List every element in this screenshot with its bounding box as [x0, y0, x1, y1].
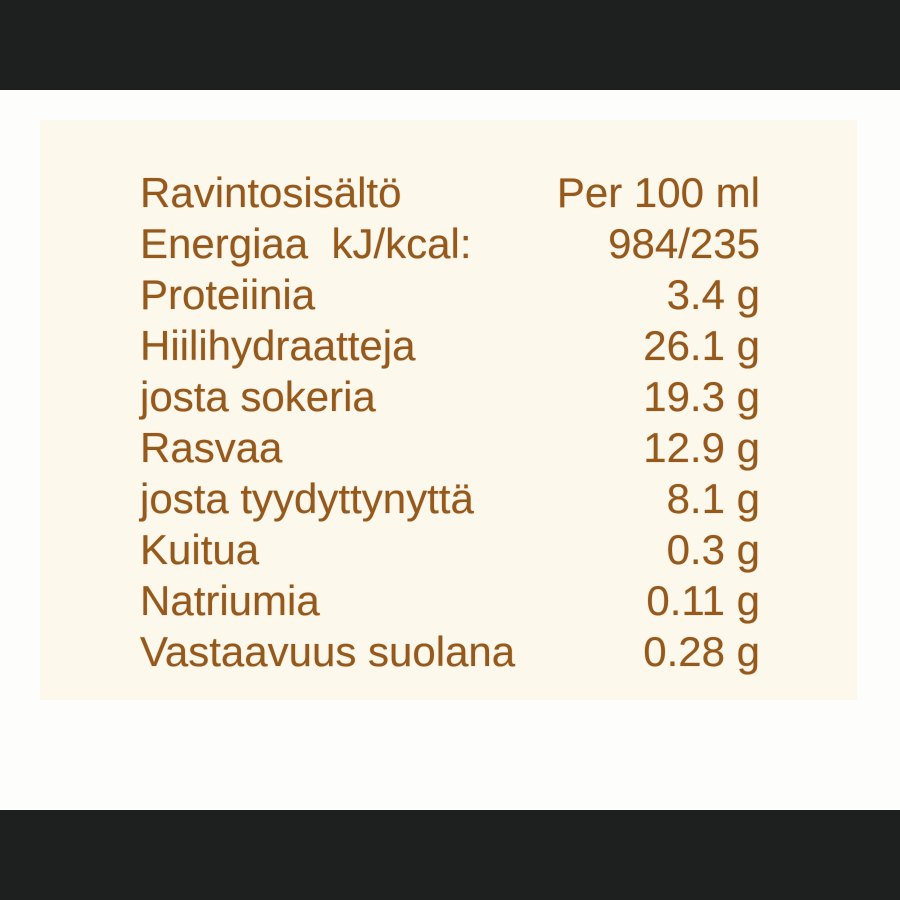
table-row: Vastaavuus suolana 0.28 g	[140, 626, 760, 677]
nutrient-name: josta tyydyttynyttä	[140, 475, 474, 522]
nutrient-value: 0.3 g	[666, 526, 760, 573]
nutrition-facts-panel: Ravintosisältö Per 100 ml Energiaa kJ/kc…	[40, 120, 857, 700]
serving-size-header: Per 100 ml	[556, 169, 760, 216]
nutrient-name: Kuitua	[140, 526, 260, 573]
nutrient-value: 0.28 g	[643, 628, 760, 675]
table-row: Proteiinia 3.4 g	[140, 269, 760, 320]
nutrient-value: 12.9 g	[643, 424, 760, 471]
table-row: Natriumia 0.11 g	[140, 575, 760, 626]
nutrient-value: 984/235	[608, 220, 760, 267]
nutrient-value: 26.1 g	[643, 322, 760, 369]
table-row: Energiaa kJ/kcal: 984/235	[140, 218, 760, 269]
nutrient-name: Energiaa kJ/kcal:	[140, 220, 472, 267]
nutrient-name: Vastaavuus suolana	[140, 628, 516, 675]
nutrient-value: 19.3 g	[643, 373, 760, 420]
nutrient-name: Rasvaa	[140, 424, 283, 471]
nutrition-header-row: Ravintosisältö Per 100 ml	[140, 167, 760, 218]
nutrient-name: josta sokeria	[140, 373, 376, 420]
nutrient-value: 8.1 g	[666, 475, 760, 522]
nutrient-name: Proteiinia	[140, 271, 316, 318]
table-row: Rasvaa 12.9 g	[140, 422, 760, 473]
nutrient-value: 3.4 g	[666, 271, 760, 318]
table-row: Kuitua 0.3 g	[140, 524, 760, 575]
nutrient-value: 0.11 g	[646, 577, 760, 624]
nutrient-name: Hiilihydraatteja	[140, 322, 416, 369]
nutrient-name: Natriumia	[140, 577, 320, 624]
panel-title: Ravintosisältö	[140, 169, 402, 216]
bottom-dark-band	[0, 810, 900, 900]
table-row: josta sokeria 19.3 g	[140, 371, 760, 422]
top-dark-band	[0, 0, 900, 90]
table-row: josta tyydyttynyttä 8.1 g	[140, 473, 760, 524]
table-row: Hiilihydraatteja 26.1 g	[140, 320, 760, 371]
